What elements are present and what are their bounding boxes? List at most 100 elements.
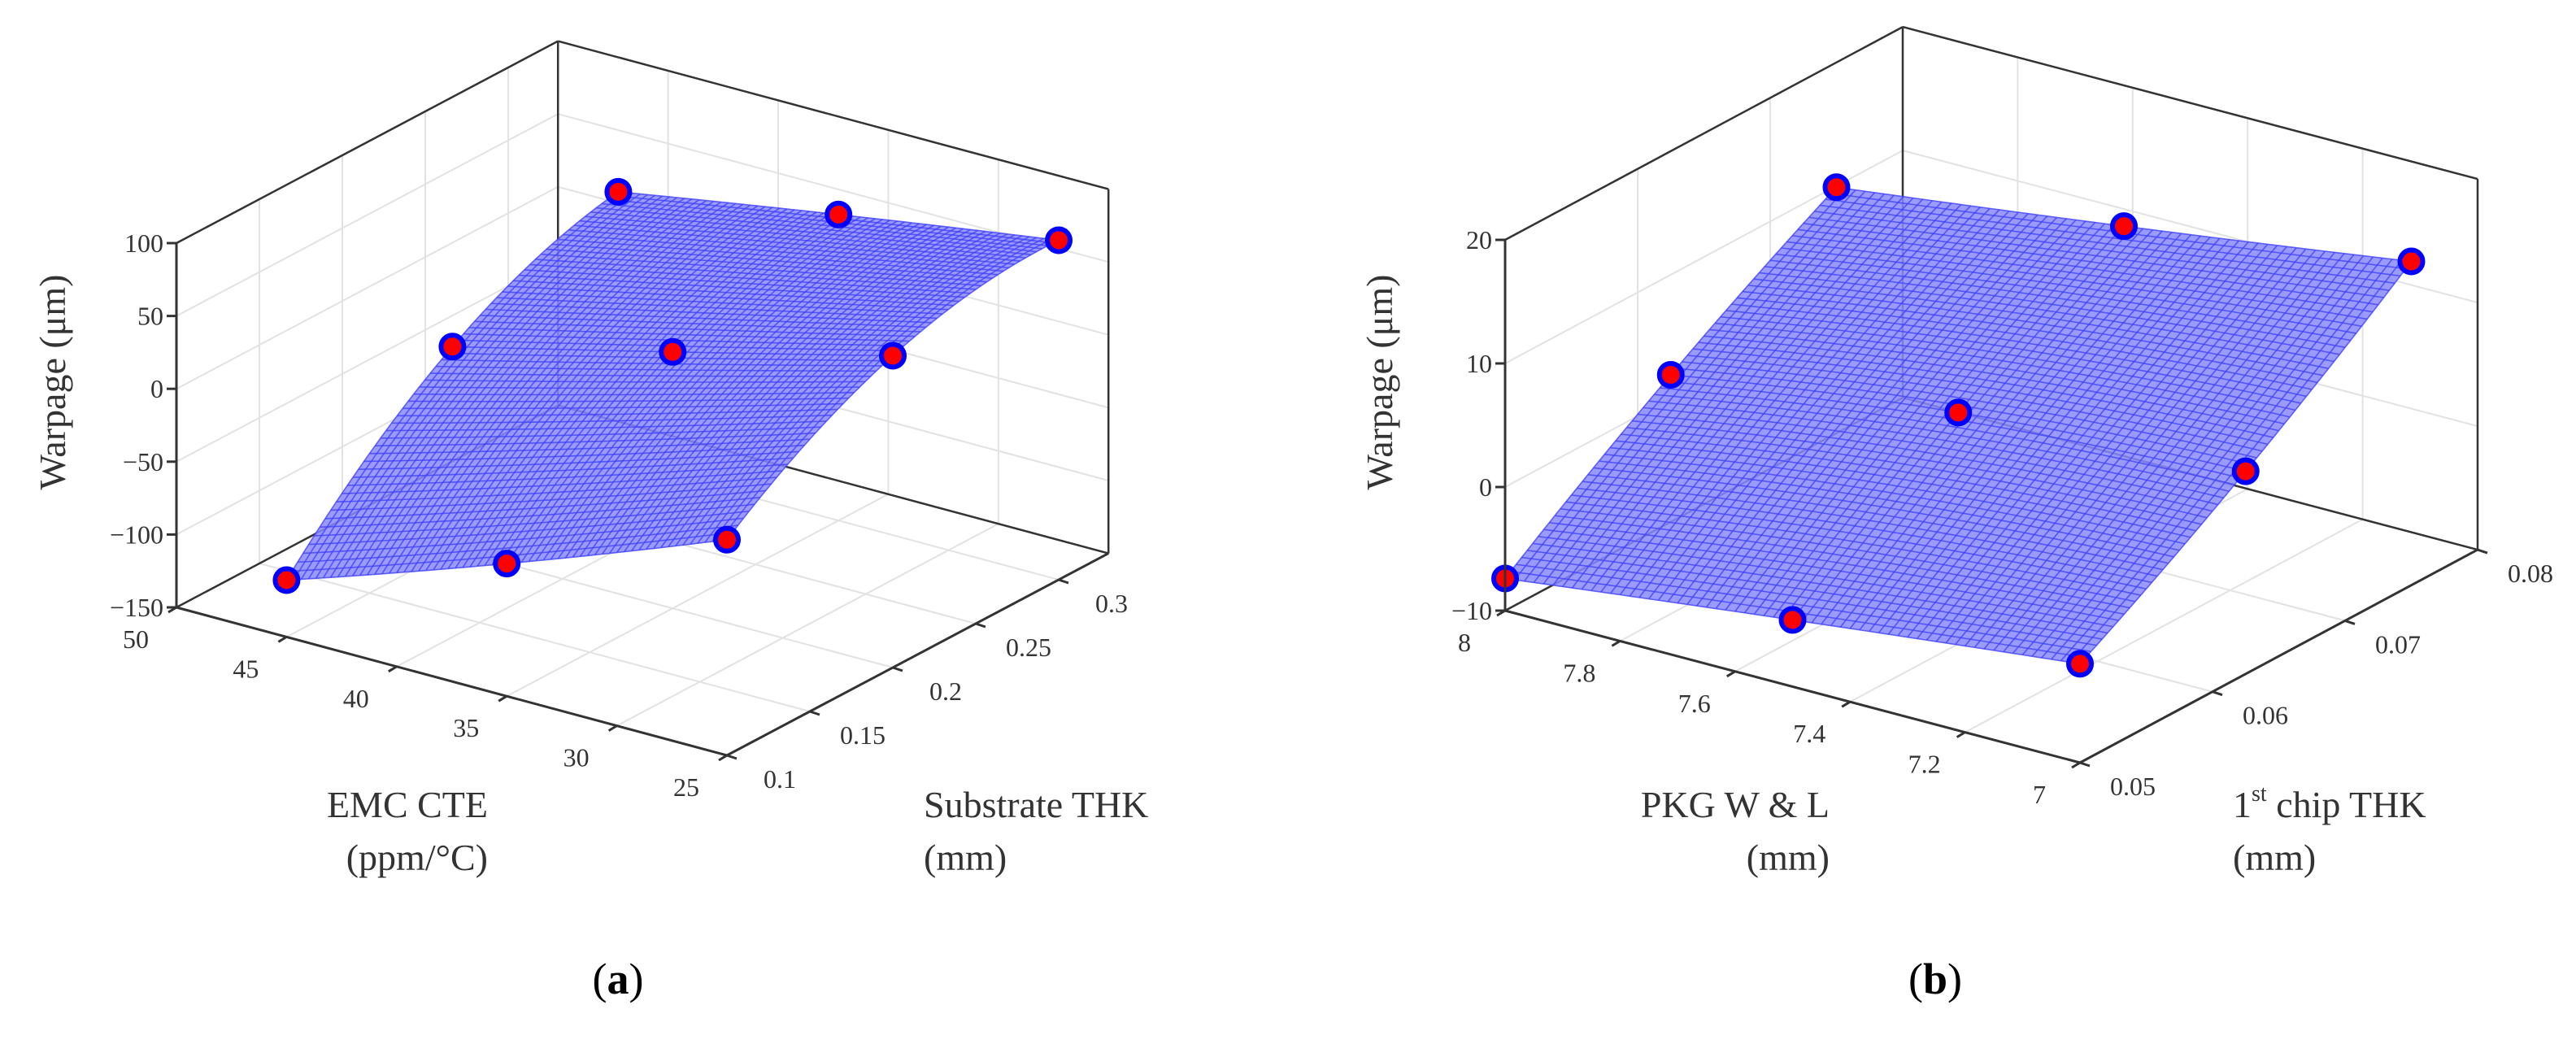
- y-tick-label: 0.08: [2508, 559, 2553, 588]
- surface-mesh-line: [1993, 250, 2326, 651]
- x-tick: [1956, 731, 1966, 738]
- surface-mesh-line: [596, 207, 1037, 253]
- y-axis-label-b-line2: (mm): [2233, 837, 2316, 878]
- x-tick: [1841, 700, 1851, 708]
- x-axis-label-a-line2: (ppm/°C): [346, 837, 488, 878]
- data-point: [438, 333, 467, 361]
- data-point: [2397, 247, 2426, 276]
- surface-mesh-line: [1803, 223, 2378, 306]
- surface-mesh-line: [711, 237, 1045, 542]
- data-point: [825, 200, 853, 228]
- z-tick-label: −150: [110, 593, 163, 622]
- x-axis-label-b-line2: (mm): [1747, 837, 1830, 878]
- y-tick-label: 0.25: [1006, 633, 1051, 662]
- x-tick-label: 7.2: [1908, 750, 1941, 779]
- y-tick-label: 0.15: [840, 720, 886, 750]
- z-tick-label: 100: [124, 228, 163, 258]
- wall-grid-z: [176, 185, 559, 390]
- z-tick-label: −100: [110, 520, 163, 549]
- x-tick: [277, 636, 288, 643]
- data-point: [1822, 173, 1851, 202]
- z-tick-label: −50: [123, 447, 163, 476]
- data-point: [1656, 360, 1685, 389]
- y-tick-label: 0.2: [929, 676, 962, 706]
- surface-mesh-line: [682, 234, 1016, 546]
- x-tick-label: 7.6: [1678, 689, 1711, 718]
- data-point: [604, 177, 633, 206]
- x-tick-label: 45: [233, 654, 259, 683]
- box-edge: [176, 40, 559, 245]
- x-tick-label: 35: [453, 713, 479, 742]
- z-axis-label-b: Warpage (μm): [1359, 275, 1400, 490]
- surface-mesh-line: [579, 220, 1020, 262]
- data-point: [272, 566, 301, 594]
- floor-grid-x: [616, 523, 999, 727]
- y-tick: [2344, 619, 2356, 625]
- y-tick-label: 0.1: [764, 764, 796, 794]
- x-tick-label: 7: [2033, 780, 2046, 809]
- y-axis-label-a-line1: Substrate THK: [924, 784, 1148, 825]
- surface-fill: [286, 191, 1059, 581]
- y-axis-label-a-line2: (mm): [924, 837, 1007, 878]
- x-axis-label-a-line1: EMC CTE: [327, 784, 488, 825]
- x-tick: [607, 724, 618, 732]
- z-tick-label: 10: [1466, 349, 1492, 378]
- y-tick-label: 0.06: [2243, 701, 2288, 730]
- y-tick: [2079, 761, 2091, 768]
- x-tick: [388, 665, 398, 673]
- data-point: [1045, 226, 1073, 254]
- data-point: [2231, 457, 2260, 485]
- surface-mesh-line: [1820, 204, 2395, 285]
- plot-area-b: 7 7.2 7.4 7.6 7.8 8 0.05 0.06 0.07 0.08 −10 0 10 20: [1451, 25, 2553, 809]
- surface-mesh-line: [2031, 255, 2365, 657]
- box-edge: [1902, 25, 2478, 181]
- x-tick: [718, 754, 728, 762]
- y-tick: [2477, 548, 2488, 555]
- x-axis-line: [1504, 609, 2081, 764]
- surface-mesh-line: [2060, 259, 2393, 662]
- surface-mesh-line: [2051, 257, 2383, 660]
- data-point: [879, 341, 907, 370]
- data-point: [2066, 650, 2094, 678]
- x-tick: [1611, 640, 1621, 647]
- z-tick-label: −10: [1451, 596, 1492, 625]
- chart-b: 7 7.2 7.4 7.6 7.8 8 0.05 0.06 0.07 0.08 −10 0 10 20 W…: [1359, 25, 2553, 1003]
- surface-mesh-line: [2003, 251, 2335, 653]
- z-tick-label: 0: [1479, 472, 1492, 502]
- z-tick-label: 20: [1466, 225, 1492, 254]
- surface-mesh-line: [1797, 228, 2374, 313]
- x-tick-label: 30: [564, 743, 590, 772]
- surface-mesh-line: [1781, 247, 2356, 334]
- data-point: [493, 550, 521, 578]
- surface-mesh-line: [668, 232, 1001, 547]
- plot-area-a: 25 30 35 40 45 50 0.1 0.15 0.2 0.25 0.3 −150 −100 −50…: [110, 40, 1128, 802]
- wall-grid-z: [176, 113, 559, 317]
- y-tick-label: 0.3: [1095, 589, 1128, 618]
- x-tick-label: 50: [123, 624, 149, 654]
- y-tick-label: 0.07: [2375, 629, 2421, 659]
- z-tick-label: 0: [150, 374, 163, 403]
- surface-mesh-line: [563, 233, 1004, 272]
- surface-mesh-line: [568, 229, 1009, 269]
- x-tick-label: 40: [343, 684, 369, 713]
- wall-grid-z: [176, 259, 559, 463]
- surface-mesh-line: [573, 224, 1015, 265]
- surface-mesh-line: [675, 233, 1008, 546]
- x-tick-label: 7.4: [1793, 719, 1825, 748]
- y-tick: [975, 622, 986, 629]
- surface-mesh-line: [2041, 256, 2374, 659]
- surface-mesh-line: [1808, 216, 2384, 298]
- x-tick-label: 7.8: [1563, 658, 1595, 687]
- data-point: [1944, 398, 1973, 427]
- data-point: [1778, 606, 1807, 634]
- y-tick-label: 0.05: [2110, 772, 2156, 801]
- data-point: [2110, 212, 2138, 241]
- data-point: [713, 525, 741, 554]
- panel-label-a: (a): [593, 955, 644, 1003]
- surface-mesh-line: [1792, 235, 2368, 320]
- surface-mesh-line: [2021, 254, 2355, 655]
- x-axis-label-b-line1: PKG W & L: [1641, 784, 1830, 825]
- surface-mesh-line: [1814, 211, 2390, 291]
- y-axis-label-b-line1: 1st chip THK: [2233, 781, 2426, 825]
